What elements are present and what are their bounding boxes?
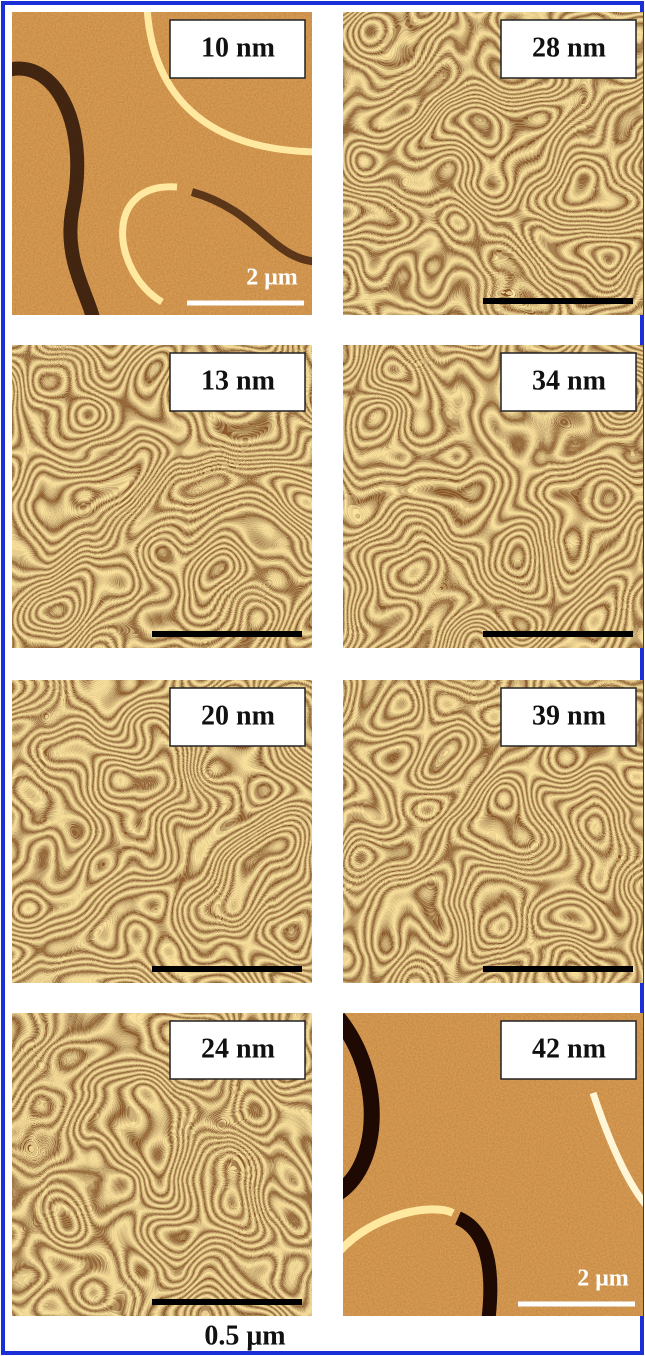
- panel-label: 42 nm: [532, 1033, 606, 1064]
- panel-label: 13 nm: [201, 365, 275, 396]
- panel-label: 20 nm: [201, 700, 275, 731]
- panel-label: 24 nm: [201, 1033, 275, 1064]
- panel-label: 34 nm: [532, 365, 606, 396]
- afm-panel: 42 nm 2 μm: [338, 1013, 645, 1323]
- figure: 10 nm 2 μm 28 nm 13 nm 34 nm 20 nm 39 nm 24 nm 4…: [0, 0, 645, 1356]
- scale-label: 2 μm: [246, 265, 298, 291]
- afm-panel: 24 nm: [12, 1013, 312, 1316]
- afm-panel: 13 nm: [12, 345, 312, 648]
- caption: 0.5 μm: [204, 1320, 285, 1351]
- afm-panel: 34 nm: [343, 345, 643, 648]
- afm-panel: 28 nm: [343, 12, 643, 315]
- panel-label: 28 nm: [532, 32, 606, 63]
- panel-label: 10 nm: [201, 32, 275, 63]
- afm-panel: 39 nm: [343, 680, 643, 983]
- scale-label: 2 μm: [577, 1266, 629, 1292]
- afm-panel: 20 nm: [12, 680, 312, 983]
- afm-panel: 10 nm 2 μm: [2, 7, 322, 332]
- panel-label: 39 nm: [532, 700, 606, 731]
